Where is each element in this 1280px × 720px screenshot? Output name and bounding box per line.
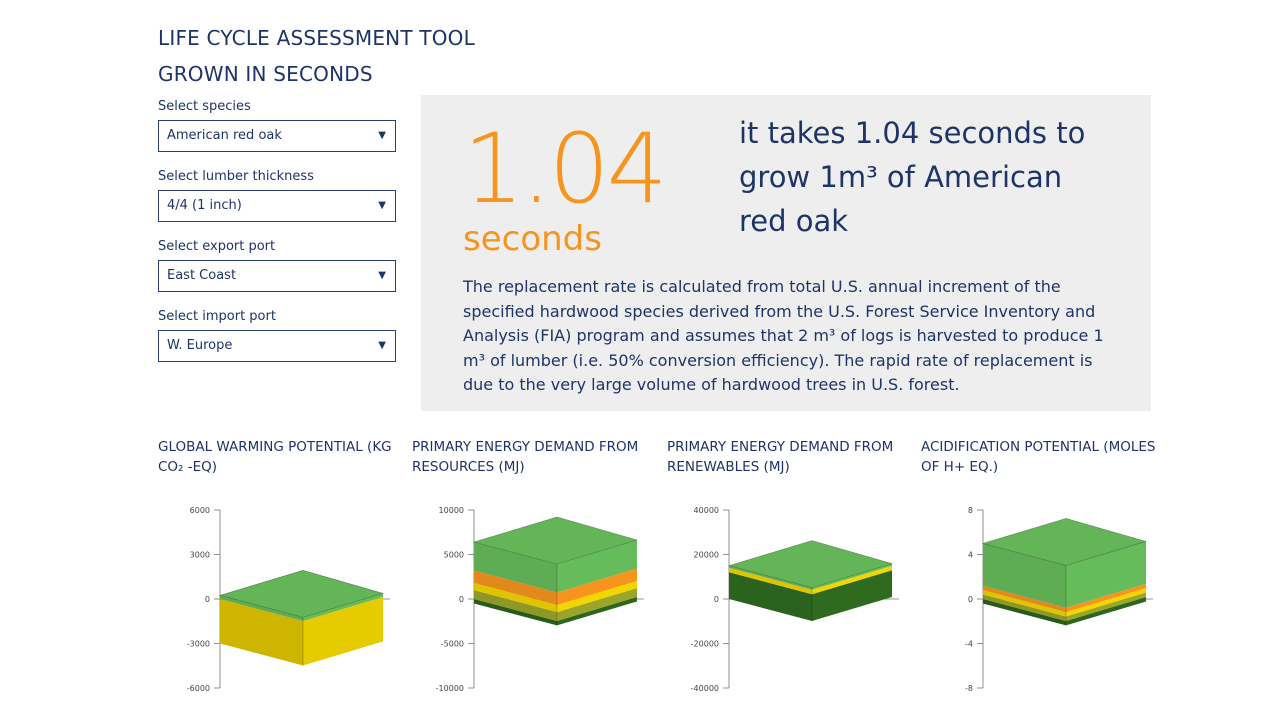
bar-top-face (218, 569, 385, 618)
export-port-select[interactable]: East Coast ▼ (158, 260, 396, 292)
export-port-label: Select export port (158, 239, 276, 254)
bar-segment-front-right (812, 563, 892, 590)
bar-segment-front-left (474, 570, 557, 605)
y-tick-label: -6000 (187, 684, 210, 693)
species-value: American red oak (167, 128, 282, 143)
chart-energy-renewables: PRIMARY ENERGY DEMAND FROM RENEWABLES (M… (667, 437, 912, 707)
y-tick-label: 40000 (694, 506, 719, 515)
chart-svg: 40000 20000 0 -20000 -40000 (691, 506, 899, 693)
y-tick-label: 10000 (439, 506, 464, 515)
bar-segment-front-left (474, 599, 557, 626)
import-port-label: Select import port (158, 309, 276, 324)
thickness-label: Select lumber thickness (158, 169, 314, 184)
bar-top-face (472, 516, 639, 565)
y-tick-label: 6000 (190, 506, 210, 515)
thickness-value: 4/4 (1 inch) (167, 198, 242, 213)
thickness-select[interactable]: 4/4 (1 inch) ▼ (158, 190, 396, 222)
bar-segment-front-left (983, 594, 1066, 621)
bar-top-face (727, 540, 894, 588)
bar-segment-front-left (729, 565, 812, 590)
chart-svg: 10000 5000 0 -5000 -10000 (436, 506, 644, 693)
chart-global-warming: GLOBAL WARMING POTENTIAL (KG CO₂ -EQ) 60… (158, 437, 403, 707)
bar-segment-front-right (303, 597, 383, 666)
y-tick-label: -8 (965, 684, 973, 693)
bar-segment-front-right (557, 540, 637, 593)
y-tick-label: -10000 (436, 684, 464, 693)
y-tick-label: -3000 (187, 640, 210, 649)
bar-segment-front-right (1066, 592, 1146, 621)
chart-title: PRIMARY ENERGY DEMAND FROM RENEWABLES (M… (667, 439, 894, 475)
bar-segment-front-right (1066, 588, 1146, 617)
bar-top-face (981, 518, 1148, 566)
bar-segment-front-left (474, 542, 557, 593)
export-port-value: East Coast (167, 268, 237, 283)
y-tick-label: 0 (459, 595, 464, 604)
species-field: Select species American red oak ▼ (158, 98, 396, 152)
bar-segment-front-left (983, 585, 1066, 613)
replacement-headline: it takes 1.04 seconds to grow 1m³ of Ame… (739, 116, 1086, 238)
y-tick-label: 4 (968, 551, 973, 560)
bar-segment-front-right (1066, 597, 1146, 626)
bar-segment-front-left (729, 567, 812, 595)
bar-segment-front-right (557, 568, 637, 605)
bar-segment-front-left (220, 595, 303, 621)
bar-segment-front-right (557, 581, 637, 613)
chart-acidification: ACIDIFICATION POTENTIAL (MOLES OF H+ EQ.… (921, 437, 1166, 707)
chart-svg: 6000 3000 0 -3000 -6000 (187, 506, 390, 693)
bar-segment-front-left (474, 583, 557, 613)
chart-title: PRIMARY ENERGY DEMAND FROM RESOURCES (MJ… (412, 439, 639, 475)
bar-segment-front-right (303, 593, 383, 621)
bar-segment-front-right (812, 565, 892, 595)
chart-energy-resources: PRIMARY ENERGY DEMAND FROM RESOURCES (MJ… (412, 437, 657, 707)
bar-segment-front-right (1066, 541, 1146, 608)
bar-segment-front-right (812, 570, 892, 621)
y-tick-label: -20000 (691, 640, 719, 649)
bar-segment-front-right (1066, 583, 1146, 613)
import-port-field: Select import port W. Europe ▼ (158, 308, 396, 362)
replacement-description: The replacement rate is calculated from … (463, 277, 1104, 394)
import-port-value: W. Europe (167, 338, 233, 353)
y-tick-label: 3000 (190, 551, 210, 560)
info-panel: 1.04 seconds it takes 1.04 seconds to gr… (421, 95, 1151, 411)
export-port-field: Select export port East Coast ▼ (158, 238, 396, 292)
replacement-time-number: 1.04 (463, 113, 668, 225)
triangle-down-icon: ▼ (378, 200, 386, 211)
controls-panel: Select species American red oak ▼ Select… (158, 98, 396, 378)
replacement-time-unit: seconds (463, 219, 602, 259)
y-tick-label: 8 (968, 506, 973, 515)
triangle-down-icon: ▼ (378, 130, 386, 141)
chart-title: ACIDIFICATION POTENTIAL (MOLES OF H+ EQ.… (921, 439, 1156, 475)
y-tick-label: 0 (205, 595, 210, 604)
triangle-down-icon: ▼ (378, 270, 386, 281)
bar-segment-front-left (220, 599, 303, 666)
bar-segment-front-right (557, 588, 637, 621)
import-port-select[interactable]: W. Europe ▼ (158, 330, 396, 362)
y-tick-label: 0 (714, 595, 719, 604)
bar-segment-front-left (983, 543, 1066, 608)
y-tick-label: -4 (965, 640, 973, 649)
y-tick-label: -5000 (441, 640, 464, 649)
y-tick-label: 0 (968, 595, 973, 604)
species-label: Select species (158, 99, 251, 114)
app-title: LIFE CYCLE ASSESSMENT TOOL (158, 26, 475, 50)
y-tick-label: -40000 (691, 684, 719, 693)
triangle-down-icon: ▼ (378, 340, 386, 351)
y-tick-label: 20000 (694, 551, 719, 560)
bar-segment-front-left (729, 572, 812, 621)
bar-segment-front-left (983, 599, 1066, 626)
thickness-field: Select lumber thickness 4/4 (1 inch) ▼ (158, 168, 396, 222)
bar-segment-front-left (474, 590, 557, 621)
species-select[interactable]: American red oak ▼ (158, 120, 396, 152)
chart-title: GLOBAL WARMING POTENTIAL (KG CO₂ -EQ) (158, 439, 392, 475)
app-subtitle: GROWN IN SECONDS (158, 62, 373, 86)
bar-segment-front-right (557, 597, 637, 626)
chart-svg: 8 4 0 -4 -8 (965, 506, 1153, 693)
y-tick-label: 5000 (444, 551, 464, 560)
bar-segment-front-left (983, 590, 1066, 617)
